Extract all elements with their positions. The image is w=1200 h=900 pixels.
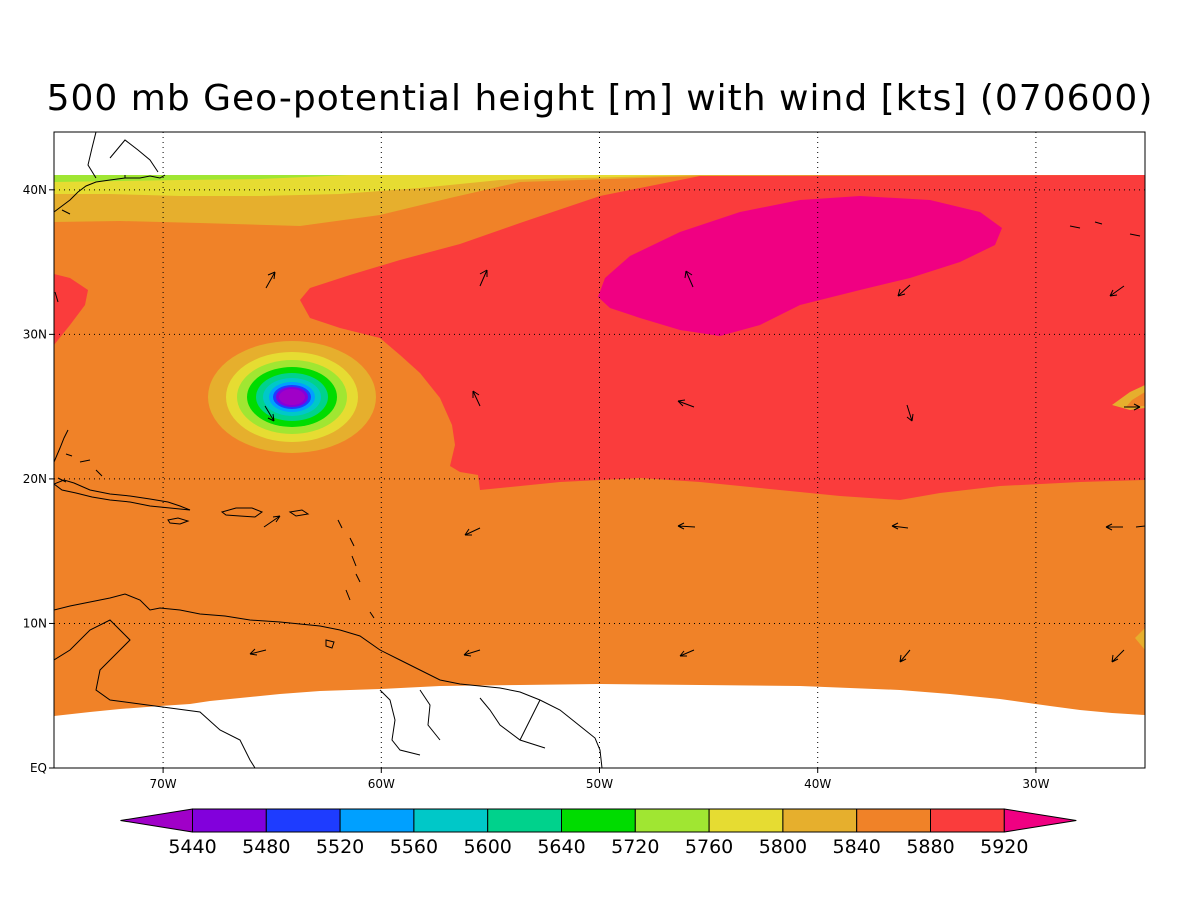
colorbar-box: [930, 808, 1005, 833]
lesser-antilles: [337, 519, 375, 619]
lon-tick-label: 70W: [150, 777, 177, 791]
latitude-labels: EQ 10N 20N 30N 40N: [23, 183, 47, 775]
cuba: [54, 479, 191, 511]
colorbar-label: 5560: [390, 836, 438, 858]
colorbar-under-triangle: [120, 808, 193, 833]
lat-tick-label: EQ: [30, 761, 47, 775]
colorbar-box: [561, 808, 636, 833]
colorbar-label: 5840: [833, 836, 881, 858]
lat-tick-label: 30N: [23, 327, 47, 341]
bahamas: [57, 453, 103, 483]
hispaniola: [220, 507, 264, 518]
colorbar-box: [708, 808, 784, 833]
wind-vectors: [54, 269, 1146, 663]
axis-ticks: [49, 189, 1037, 773]
longitude-labels: 70W 60W 50W 40W 30W: [150, 777, 1050, 791]
colorbar: 5440 5480 5520 5560 5600 5640 5720 5760 5800 5840…: [120, 808, 1077, 858]
puerto-rico: [288, 509, 310, 517]
colorbar-box: [487, 808, 563, 833]
closed-low: [208, 341, 376, 453]
lon-tick-label: 60W: [368, 777, 395, 791]
map-title: 500 mb Geo-potential height [m] with win…: [46, 78, 1154, 119]
colorbar-label: 5600: [464, 836, 512, 858]
lon-tick-label: 40W: [804, 777, 831, 791]
colorbar-label: 5640: [537, 836, 585, 858]
azores: [1069, 221, 1141, 237]
lat-tick-label: 20N: [23, 472, 47, 486]
colorbar-label: 5760: [685, 836, 733, 858]
colorbar-label: 5520: [316, 836, 364, 858]
jamaica: [167, 517, 190, 525]
colorbar-label: 5920: [980, 836, 1028, 858]
south-america-borders: [379, 689, 546, 756]
colorbar-label: 5440: [168, 836, 216, 858]
colorbar-label: 5880: [906, 836, 954, 858]
lat-tick-label: 40N: [23, 183, 47, 197]
colorbar-box: [192, 808, 267, 833]
colorbar-label: 5720: [611, 836, 659, 858]
colorbar-box: [634, 808, 710, 833]
colorbar-box: [339, 808, 415, 833]
colorbar-box: [413, 808, 489, 833]
height-field: [54, 132, 1145, 768]
lon-tick-label: 50W: [586, 777, 613, 791]
contour-5760-north: [54, 175, 700, 196]
gridlines: [54, 132, 1145, 768]
colorbar-label: 5800: [759, 836, 807, 858]
colorbar-box: [265, 808, 341, 833]
colorbar-over-triangle: [1003, 808, 1077, 833]
coastlines: [54, 132, 1141, 768]
contour-5880-west: [54, 274, 88, 345]
trinidad: [325, 639, 335, 649]
colorbar-label: 5480: [242, 836, 290, 858]
north-america-coast: [54, 132, 166, 215]
colorbar-box: [856, 808, 932, 833]
florida-coast: [54, 429, 69, 463]
lat-tick-label: 10N: [23, 616, 47, 630]
contour-5720-north: [54, 175, 350, 182]
colorbar-box: [782, 808, 858, 833]
contour-5920-center: [598, 196, 1002, 336]
lon-tick-label: 30W: [1022, 777, 1049, 791]
